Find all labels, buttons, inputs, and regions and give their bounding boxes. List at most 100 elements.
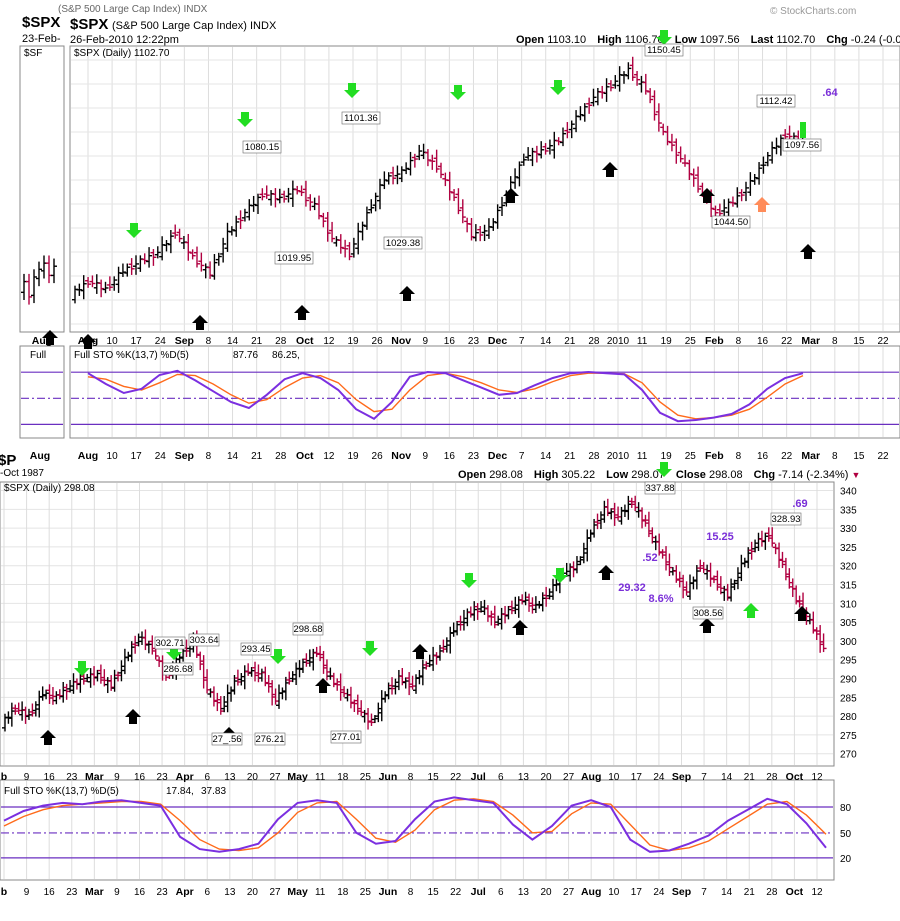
top-sto-x-tick-label: 8 [736, 451, 742, 462]
black-up-arrow-icon [699, 618, 715, 633]
price-label-box [242, 140, 282, 154]
bottom-sto-x-tick-label: 16 [44, 887, 56, 898]
bottom-sto-x-tick-label: Oct [786, 886, 804, 898]
black-up-arrow-icon [699, 188, 715, 203]
top-x-tick-label: 12 [323, 336, 335, 347]
high-label: High [597, 34, 622, 46]
top-sto-x-tick-label: 9 [422, 451, 428, 462]
bottom-sto-x-tick-label: 9 [24, 887, 30, 898]
green-down-arrow-icon [74, 661, 90, 676]
price-label-box [188, 633, 220, 647]
top-sto-x-tick-label: 23 [468, 451, 480, 462]
top-sto-x-tick-label: 28 [588, 451, 600, 462]
bottom-sto-x-tick-label: 23 [66, 887, 78, 898]
left-panel-title: $SF [24, 48, 42, 59]
price-label-box [254, 732, 286, 746]
bottom-x-tick-label: 22 [450, 772, 462, 783]
top-x-tick-label: Nov [391, 335, 411, 347]
price-label-box [162, 662, 194, 676]
top-price-panel [69, 45, 900, 333]
bottom-y-tick-label: 335 [840, 505, 857, 516]
bottom-x-tick-label: Jun [379, 771, 398, 783]
chg-label: Chg [753, 469, 776, 481]
low-label: Low [606, 469, 629, 481]
bottom-sto-x-tick-label: 16 [134, 887, 146, 898]
top-x-tick-label: 8 [832, 336, 838, 347]
bottom-sto-y-tick-label: 20 [840, 854, 852, 865]
ohlc-summary-bottom: Open 298.08 High 305.22 Low 298.07 Close… [458, 469, 860, 481]
price-label: 286.68 [163, 664, 192, 675]
top-x-tick-label: 28 [588, 336, 600, 347]
green-up-arrow-icon [743, 603, 759, 618]
annotation-label: 29.32 [618, 582, 646, 594]
bottom-x-tick-label: 16 [44, 772, 56, 783]
bottom-x-tick-label: 21 [744, 772, 756, 783]
top-x-tick-label: 16 [757, 336, 769, 347]
bottom-y-tick-label: 270 [840, 750, 857, 761]
last-label: Last [750, 34, 774, 46]
bottom-x-tick-label: Jul [471, 771, 486, 783]
bottom-x-tick-label: Mar [85, 771, 104, 783]
price-label-partial: 27_.56 [212, 734, 241, 745]
top-sto-x-tick-label: 17 [131, 451, 143, 462]
top-panel-title: $SPX (Daily) 1102.70 [74, 48, 170, 59]
top-sto-x-tick-label: 11 [637, 451, 648, 462]
top-sto-x-tick-label: Oct [296, 450, 314, 462]
black-up-arrow-icon [315, 678, 331, 693]
bottom-x-tick-label: 15 [428, 772, 440, 783]
top-sto-x-tick-label: 8 [206, 451, 212, 462]
bottom-x-tick-label: 13 [224, 772, 236, 783]
bottom-sto-x-tick-label: 14 [721, 887, 733, 898]
price-label-box [154, 636, 186, 650]
top-sto-x-tick-label: Dec [488, 450, 507, 462]
bottom-sto-x-tick-label: 24 [653, 887, 665, 898]
left-sto-title: Full [30, 350, 46, 361]
top-x-tick-label: 16 [444, 336, 456, 347]
bottom-sto-x-tick-label: May [287, 886, 308, 898]
bottom-x-tick-label: 23 [157, 772, 169, 783]
top-x-tick-label: 19 [347, 336, 359, 347]
bottom-y-tick-label: 315 [840, 581, 857, 592]
top-left-sto-panel [19, 345, 65, 439]
top-x-tick-label: 7 [519, 336, 525, 347]
top-x-tick-label: 14 [540, 336, 552, 347]
black-up-arrow-icon [503, 188, 519, 203]
top-x-tick-label: 22 [877, 336, 889, 347]
green-down-arrow-icon [237, 112, 253, 127]
bottom-sto-x-tick-label: 22 [450, 887, 462, 898]
open-label: Open [516, 34, 545, 46]
price-label-box [211, 732, 243, 746]
annotation-label: .52 [642, 552, 657, 564]
bottom-x-tick-label: May [287, 771, 308, 783]
low-value: 298.07 [631, 469, 665, 481]
price-label-box [274, 251, 314, 265]
bottom-x-tick-label: 9 [24, 772, 30, 783]
bottom-sto-x-tick-label: 11 [315, 887, 326, 898]
bottom-y-tick-label: 320 [840, 562, 857, 573]
black-up-arrow-icon [598, 565, 614, 580]
bottom-sto-x-tick-label: 28 [766, 887, 778, 898]
bottom-x-tick-label: 16 [134, 772, 146, 783]
top-x-tick-label: Dec [488, 335, 507, 347]
bottom-sto-d-value: 37.83 [201, 786, 226, 797]
top-sto-x-tick-label: 21 [251, 451, 263, 462]
price-label: 337.88 [645, 483, 674, 494]
bottom-sto-title: Full STO %K(13,7) %D(5) [4, 786, 119, 797]
black-up-arrow-icon [800, 244, 816, 259]
price-label: 277.01 [331, 732, 360, 743]
top-sto-x-tick-label: 26 [372, 451, 384, 462]
bottom-sto-x-tick-label: b [1, 886, 7, 898]
bottom-x-tick-label: 10 [608, 772, 620, 783]
bottom-sto-x-tick-label: 8 [408, 887, 414, 898]
bottom-x-tick-label: 11 [315, 772, 326, 783]
top-sto-x-tick-label: 2010 [607, 451, 630, 462]
bottom-sto-x-tick-label: Aug [581, 886, 601, 898]
top-x-tick-label: 8 [206, 336, 212, 347]
price-label: 303.64 [189, 635, 218, 646]
bottom-x-tick-label: b [1, 771, 7, 783]
green-down-arrow-icon [362, 641, 378, 656]
top-x-tick-label: 9 [422, 336, 428, 347]
top-x-tick-label: 26 [372, 336, 384, 347]
bottom-x-tick-label: 20 [540, 772, 552, 783]
top-x-tick-label: Feb [705, 335, 724, 347]
